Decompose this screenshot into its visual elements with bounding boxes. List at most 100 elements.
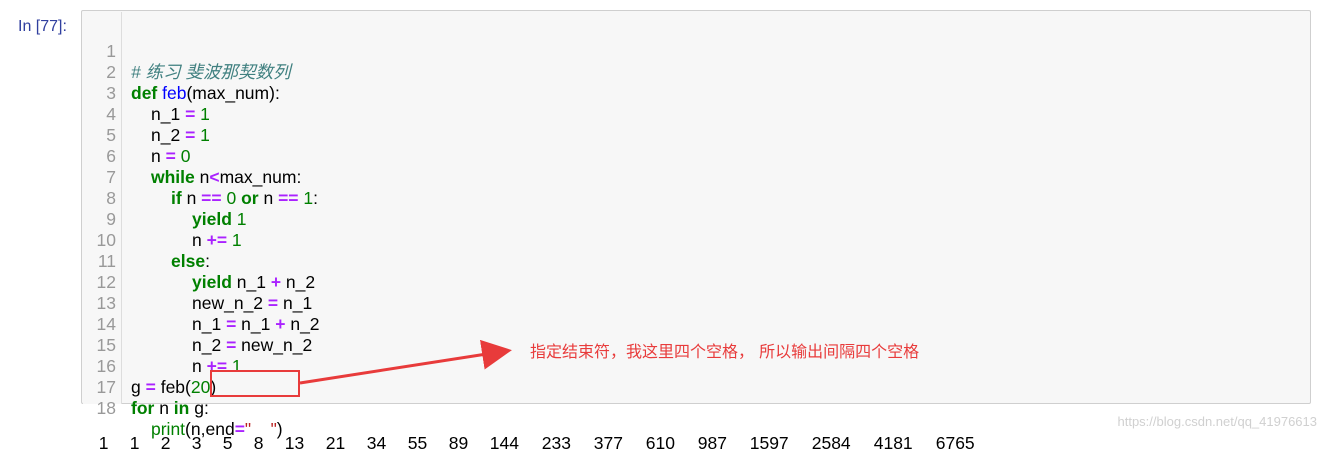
code-line: 12 new_n_2 = n_1	[82, 251, 1310, 313]
output-value: 377	[593, 433, 623, 453]
line-number: 8	[106, 188, 116, 208]
line-number: 6	[106, 146, 116, 166]
code-text: new_n_2	[236, 335, 313, 355]
keyword-else: else	[171, 251, 206, 271]
output-value: 1597	[749, 433, 789, 453]
code-text: n_2	[281, 272, 316, 292]
code-line: 13 n_1 = n_1 + n_2	[82, 272, 1310, 334]
output-value: 2	[160, 433, 171, 453]
number: 20	[190, 377, 211, 397]
number: 1	[298, 188, 314, 208]
code-line: 10 else:	[82, 209, 1310, 271]
line-number: 15	[96, 335, 116, 355]
code-line: 17 for n in g:	[82, 356, 1310, 418]
number: 0	[175, 146, 191, 166]
code-text: n_1	[151, 104, 186, 124]
code-text: n	[151, 146, 166, 166]
operator: =	[185, 125, 196, 145]
keyword-def: def	[131, 83, 158, 103]
code-line: 3 n_1 = 1	[82, 62, 1310, 124]
code-text: (n,	[185, 419, 206, 439]
string-literal: " "	[244, 419, 277, 439]
keyword-for: for	[131, 398, 155, 418]
code-line: 11 yield n_1 + n_2	[82, 230, 1310, 292]
output-value: 5	[222, 433, 233, 453]
line-number: 14	[96, 314, 116, 334]
output-value: 987	[697, 433, 727, 453]
code-line: 6 while n<max_num:	[82, 125, 1310, 187]
output-value: 34	[366, 433, 387, 453]
code-text: n	[154, 398, 174, 418]
output-value: 233	[541, 433, 571, 453]
code-text: )	[210, 377, 217, 397]
line-number: 1	[106, 41, 116, 61]
line-number: 16	[96, 356, 116, 376]
output-value: 3	[191, 433, 202, 453]
line-number: 5	[106, 125, 116, 145]
keyword-yield: yield	[192, 209, 232, 229]
keyword-yield: yield	[192, 272, 232, 292]
line-number: 11	[97, 251, 116, 271]
number: 0	[221, 188, 242, 208]
code-comment: # 练习 斐波那契数列	[131, 62, 291, 82]
output-value: 2584	[811, 433, 851, 453]
operator: +=	[206, 230, 228, 250]
operator: =	[226, 314, 237, 334]
code-text: :	[313, 188, 318, 208]
line-number-gutter	[83, 12, 122, 404]
code-editor[interactable]: 1 # 练习 斐波那契数列 2 def feb(max_num): 3 n_1 …	[82, 20, 1310, 439]
code-text: g	[131, 377, 146, 397]
code-line: 9 n += 1	[82, 188, 1310, 250]
output-value: 610	[645, 433, 675, 453]
output-value: 13	[284, 433, 305, 453]
number: 1	[231, 209, 247, 229]
builtin-print: print	[151, 419, 186, 439]
number: 1	[227, 230, 242, 250]
output-value: 21	[325, 433, 346, 453]
output-value: 6765	[935, 433, 975, 453]
code-text: n	[194, 167, 210, 187]
line-number: 13	[96, 293, 116, 313]
operator: =	[165, 146, 176, 166]
line-number: 9	[106, 209, 116, 229]
operator: +	[270, 272, 282, 292]
code-text: n_1	[231, 272, 271, 292]
code-text: new_n_2	[192, 293, 268, 313]
output-value: 1	[98, 433, 109, 453]
operator: +	[275, 314, 286, 334]
code-line: 8 yield 1	[82, 167, 1310, 229]
code-text: n_2	[151, 125, 186, 145]
code-text: n	[192, 230, 207, 250]
number: 1	[195, 104, 210, 124]
output-value: 144	[489, 433, 519, 453]
function-name: feb	[162, 83, 187, 103]
code-text: max_num:	[219, 167, 302, 187]
line-number: 4	[106, 104, 116, 124]
code-text: n_1	[192, 314, 227, 334]
code-text: end	[205, 419, 235, 439]
operator: =	[145, 377, 156, 397]
code-text: feb(	[155, 377, 191, 397]
keyword-or: or	[241, 188, 259, 208]
line-number: 3	[106, 83, 116, 103]
code-text: n	[181, 188, 202, 208]
operator: ==	[278, 188, 299, 208]
cell-output: 1 1 2 3 5 8 13 21 34 55 89 144 233 377 610 987 1597 2584 4…	[89, 412, 988, 454]
number: 1	[227, 356, 242, 376]
operator: =	[226, 335, 237, 355]
code-line: 4 n_2 = 1	[82, 83, 1310, 145]
operator: =	[267, 293, 279, 313]
annotation-arrow	[299, 339, 512, 385]
code-text: n	[192, 356, 207, 376]
line-number: 2	[106, 62, 116, 82]
operator: ==	[201, 188, 222, 208]
annotation-text: 指定结束符，我这里四个空格， 所以输出间隔四个空格	[530, 342, 920, 361]
code-line: 16 g = feb(20)	[82, 335, 1310, 397]
output-value: 4181	[873, 433, 913, 453]
code-line: 1 # 练习 斐波那契数列	[82, 20, 1310, 82]
code-cell[interactable]: 1 # 练习 斐波那契数列 2 def feb(max_num): 3 n_1 …	[81, 10, 1311, 439]
code-line: 14 n_2 = new_n_2	[82, 293, 1310, 355]
code-text: :	[205, 251, 210, 271]
line-number: 7	[106, 167, 116, 187]
watermark: https://blog.csdn.net/qq_41976613	[1117, 414, 1318, 429]
